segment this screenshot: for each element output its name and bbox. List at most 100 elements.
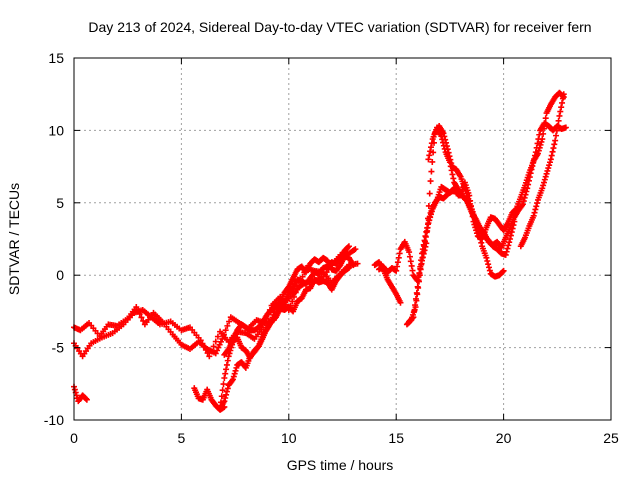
data-point [426, 152, 433, 159]
y-tick-label: -5 [52, 340, 65, 356]
data-point [531, 209, 538, 216]
data-point [532, 206, 539, 213]
data-point [223, 388, 230, 395]
data-point [466, 192, 473, 199]
x-tick-label: 5 [178, 430, 186, 446]
data-point [543, 170, 550, 177]
data-point [520, 198, 527, 205]
data-point [393, 267, 400, 274]
data-point [231, 370, 238, 377]
x-tick-label: 15 [388, 430, 404, 446]
y-tick-label: 5 [56, 195, 64, 211]
data-point [140, 317, 147, 324]
data-point [426, 213, 433, 220]
data-point [544, 167, 551, 174]
data-point [232, 367, 239, 374]
data-point [473, 230, 480, 237]
data-point [133, 304, 140, 311]
data-point [418, 250, 425, 257]
data-point [523, 188, 530, 195]
data-point [292, 289, 299, 296]
data-point [546, 159, 553, 166]
data-point [414, 283, 421, 290]
data-point [223, 366, 230, 373]
data-point [201, 343, 208, 350]
data-point [204, 350, 211, 357]
data-point [210, 343, 217, 350]
series-trace-13 [517, 91, 567, 250]
data-point [483, 254, 490, 261]
data-point [553, 127, 560, 134]
data-point [421, 237, 428, 244]
data-point [551, 141, 558, 148]
data-point [440, 139, 447, 146]
data-point [533, 203, 540, 210]
data-point [526, 174, 533, 181]
data-point [530, 159, 537, 166]
data-point [485, 264, 492, 271]
data-point [289, 298, 296, 305]
data-point [202, 346, 209, 353]
data-point [519, 201, 526, 208]
data-point [208, 348, 215, 355]
data-point [428, 168, 435, 175]
data-point [549, 148, 556, 155]
data-point [73, 392, 80, 399]
data-point [546, 162, 553, 169]
y-tick-label: 10 [48, 122, 64, 138]
data-point [425, 156, 432, 163]
data-point [406, 249, 413, 256]
data-point [473, 227, 480, 234]
data-point [229, 377, 236, 384]
grid-lines [74, 58, 611, 420]
data-point [222, 370, 229, 377]
data-point [507, 236, 514, 242]
data-point [438, 133, 445, 140]
data-point [411, 308, 418, 315]
data-point [423, 228, 430, 235]
data-point [71, 386, 78, 393]
data-point [290, 293, 297, 300]
data-point [223, 391, 230, 398]
data-point [220, 381, 227, 388]
data-point [409, 315, 416, 322]
data-point [395, 254, 402, 261]
data-point [522, 191, 529, 198]
data-point [224, 322, 231, 329]
data-point [352, 246, 359, 253]
data-point [540, 130, 547, 137]
series-trace-9 [376, 123, 507, 284]
data-point [419, 246, 426, 253]
series-trace-6 [217, 264, 352, 412]
data-point [537, 141, 544, 148]
data-point [408, 262, 415, 269]
data-point [500, 267, 507, 274]
data-point [439, 136, 446, 143]
data-point [199, 340, 206, 347]
data-point [412, 295, 419, 302]
data-point [505, 242, 512, 249]
data-point [486, 267, 493, 274]
data-point [424, 221, 431, 228]
data-point [418, 257, 425, 264]
data-point [345, 264, 352, 271]
data-point [541, 176, 548, 183]
data-point [219, 335, 226, 342]
x-tick-label: 10 [281, 430, 297, 446]
data-point [558, 104, 565, 111]
data-point [535, 136, 542, 143]
data-point [412, 302, 419, 309]
data-point [427, 144, 434, 151]
x-tick-label: 0 [70, 430, 78, 446]
data-point [545, 165, 552, 172]
chart-title: Day 213 of 2024, Sidereal Day-to-day VTE… [88, 19, 591, 35]
data-point [83, 395, 90, 402]
data-point [409, 267, 416, 274]
data-point [502, 251, 509, 258]
data-point [524, 185, 531, 192]
data-point [426, 190, 433, 197]
x-axis-label: GPS time / hours [287, 457, 394, 473]
data-point [410, 314, 417, 321]
data-point [440, 142, 447, 149]
data-point [345, 244, 352, 251]
